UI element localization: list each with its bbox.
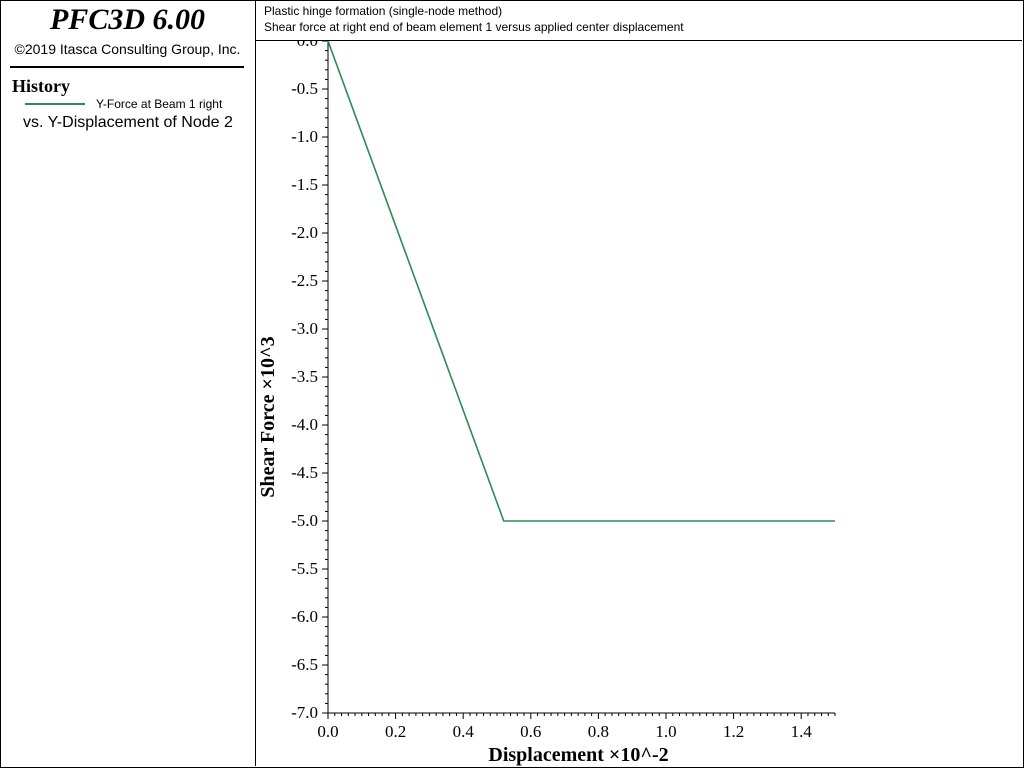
legend-vs-label: vs. Y-Displacement of Node 2: [23, 114, 233, 131]
series-layer: [327, 41, 835, 522]
y-tick-label: -4.5: [291, 463, 318, 482]
y-tick-label: -2.5: [291, 271, 318, 290]
plot-subtitle: Shear force at right end of beam element…: [264, 20, 684, 34]
plot-title: Plastic hinge formation (single-node met…: [264, 4, 503, 18]
legend-swatch: [25, 103, 85, 105]
y-tick-label: -6.5: [291, 655, 318, 674]
x-tick-label: 0.8: [588, 722, 609, 741]
plot-area: 0.0 -0.5 -1.0 -1.5 -2.0 -2.5 -3.0 -3.5 -4.0 -4.5 -…: [256, 41, 1022, 766]
sidebar-divider: [10, 66, 244, 68]
y-tick-label: -0.5: [291, 79, 318, 98]
x-axis-title: Displacement ×10^-2: [488, 744, 668, 766]
y-tick-label: 0.0: [297, 41, 318, 50]
x-tick-label: 0.6: [520, 722, 541, 741]
y-tick-label: -5.5: [291, 559, 318, 578]
x-axis: 0.0 0.2 0.4 0.6 0.8 1.0 1.2 1.4: [317, 712, 836, 741]
legend-series-label: Y-Force at Beam 1 right: [96, 97, 223, 111]
y-tick-label: -6.0: [291, 607, 318, 626]
y-tick-label: -1.5: [291, 175, 318, 194]
x-tick-label: 1.4: [791, 722, 813, 741]
y-tick-label: -3.0: [291, 319, 318, 338]
y-tick-label: -2.0: [291, 223, 318, 242]
y-axis: 0.0 -0.5 -1.0 -1.5 -2.0 -2.5 -3.0 -3.5 -4.0 -4.5 -…: [291, 41, 329, 722]
x-tick-label: 0.4: [453, 722, 475, 741]
y-tick-label: -1.0: [291, 127, 318, 146]
x-tick-label: 0.2: [385, 722, 406, 741]
series-line: [327, 41, 835, 522]
y-tick-label: -7.0: [291, 703, 318, 722]
y-tick-label: -5.0: [291, 511, 318, 530]
app-title: PFC3D 6.00: [49, 3, 205, 36]
chart-svg: 0.0 -0.5 -1.0 -1.5 -2.0 -2.5 -3.0 -3.5 -4.0 -4.5 -…: [257, 41, 836, 766]
legend-panel: PFC3D 6.00 ©2019 Itasca Consulting Group…: [0, 0, 256, 766]
x-tick-label: 0.0: [317, 722, 338, 741]
y-axis-title: Shear Force ×10^3: [257, 336, 279, 497]
y-tick-label: -3.5: [291, 367, 318, 386]
history-heading: History: [12, 76, 70, 96]
plot-header: Plastic hinge formation (single-node met…: [256, 0, 1022, 41]
x-tick-label: 1.2: [723, 722, 744, 741]
x-tick-label: 1.0: [655, 722, 676, 741]
y-tick-label: -4.0: [291, 415, 318, 434]
copyright-text: ©2019 Itasca Consulting Group, Inc.: [14, 41, 241, 57]
